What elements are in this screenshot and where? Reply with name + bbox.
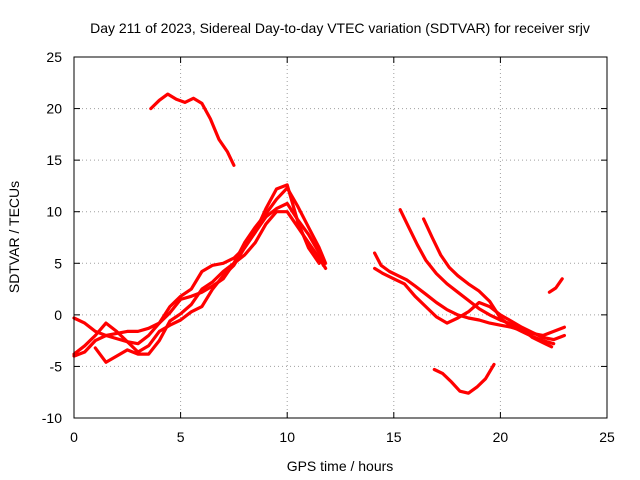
chart-title: Day 211 of 2023, Sidereal Day-to-day VTE… (90, 20, 590, 36)
series-line-arc-j (432, 362, 496, 395)
x-tick-label: 10 (279, 429, 295, 445)
series-line-arc-h (398, 208, 554, 349)
y-tick-label: 15 (46, 152, 62, 168)
series-line-arc-k (547, 277, 564, 294)
series-line-arc-c (72, 201, 325, 356)
series-line-arc-g (373, 266, 567, 342)
grid-lines (74, 57, 607, 418)
x-tick-label: 15 (386, 429, 402, 445)
y-axis-label: SDTVAR / TECUs (6, 181, 22, 293)
y-tick-label: 0 (54, 307, 62, 323)
x-axis-label: GPS time / hours (287, 458, 394, 474)
series-line-arc-a (72, 186, 328, 338)
y-tick-label: -10 (42, 410, 62, 426)
axis-ticks: 0 5 10 15 20 25 -10 -5 0 5 10 15 20 25 (42, 49, 615, 445)
series-line-arc-i (422, 217, 556, 346)
y-tick-label: -5 (50, 358, 63, 374)
x-tick-label: 5 (177, 429, 185, 445)
series-line-arc-f (373, 251, 567, 338)
data-series (72, 92, 567, 395)
y-tick-label: 10 (46, 204, 62, 220)
series-line-arc-e (149, 92, 236, 167)
series-line-arc-b (72, 183, 321, 358)
x-tick-label: 0 (70, 429, 78, 445)
series-line-arc-d (93, 210, 328, 364)
x-tick-label: 25 (599, 429, 615, 445)
y-tick-label: 5 (54, 255, 62, 271)
y-tick-label: 25 (46, 49, 62, 65)
plot-frame (73, 56, 608, 419)
y-tick-label: 20 (46, 101, 62, 117)
x-tick-label: 20 (493, 429, 509, 445)
